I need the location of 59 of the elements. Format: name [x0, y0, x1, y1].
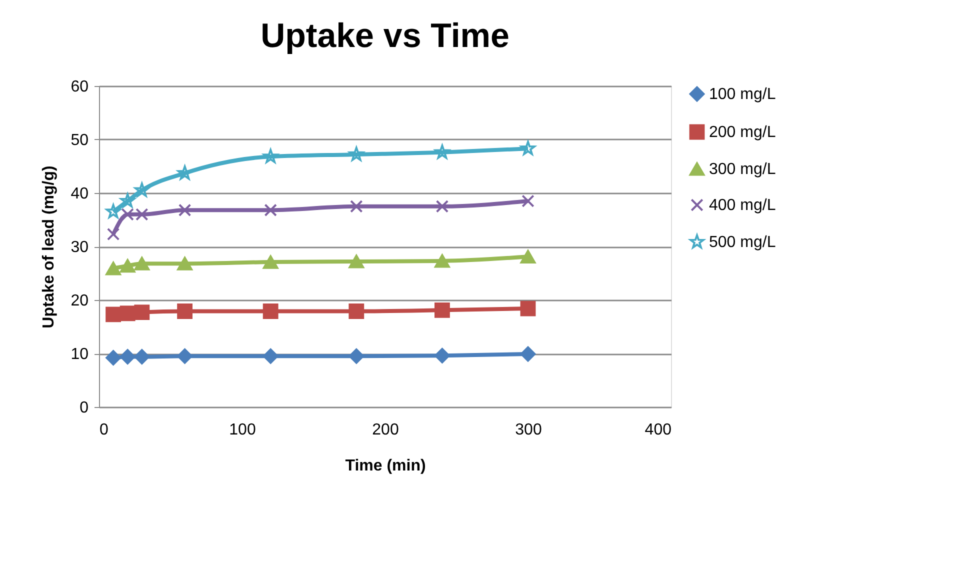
point: [178, 204, 192, 216]
y-tick-label: 50: [70, 132, 89, 149]
point: [434, 348, 450, 364]
y-tick-label: 40: [70, 186, 89, 202]
point: [520, 250, 536, 264]
point: [106, 350, 122, 366]
point: [520, 300, 536, 316]
x-tick-label: 100: [229, 422, 256, 438]
y-axis-title: Uptake of lead (mg/g): [40, 166, 58, 328]
point: [120, 258, 136, 273]
point: [262, 304, 278, 319]
point: [177, 165, 192, 180]
point: [106, 262, 122, 276]
point: [434, 144, 450, 159]
point: [263, 148, 278, 164]
point: [177, 348, 193, 364]
point: [349, 146, 364, 161]
chart-title: Uptake vs Time: [260, 17, 510, 55]
point: [520, 346, 536, 362]
x-tick-label: 200: [372, 422, 399, 438]
point: [177, 256, 193, 270]
point: [348, 304, 364, 319]
y-tick-label: 30: [70, 239, 89, 256]
point: [262, 255, 278, 269]
point: [520, 140, 536, 156]
point: [134, 304, 150, 320]
point: [434, 254, 450, 268]
y-tick-label: 0: [80, 400, 89, 416]
point: [348, 254, 364, 268]
point: [134, 256, 150, 270]
x-tick-label: 0: [100, 422, 108, 438]
point: [436, 200, 449, 213]
point: [262, 348, 278, 364]
point: [136, 208, 148, 221]
point: [522, 194, 534, 208]
point: [120, 349, 136, 364]
x-axis-title: Time (min): [345, 458, 426, 474]
legend-label: 100 mg/L: [709, 86, 776, 103]
point: [121, 208, 134, 221]
point: [434, 302, 450, 318]
point: [264, 204, 277, 216]
legend-label: 300 mg/L: [709, 161, 776, 178]
legend-label: 500 mg/L: [709, 234, 776, 251]
point: [106, 306, 122, 322]
point: [106, 228, 120, 241]
point: [120, 306, 136, 322]
y-tick-label: 60: [70, 78, 89, 96]
point: [134, 349, 150, 364]
y-tick-label: 10: [70, 346, 89, 363]
y-tick-label: 20: [70, 292, 89, 310]
point: [177, 304, 193, 319]
legend-label: 200 mg/L: [709, 124, 776, 141]
point: [350, 200, 363, 213]
point: [134, 182, 150, 197]
point: [348, 348, 364, 364]
x-tick-label: 400: [644, 422, 672, 438]
x-tick-label: 300: [515, 422, 542, 438]
legend-label: 400 mg/L: [709, 197, 776, 214]
point: [120, 193, 135, 208]
